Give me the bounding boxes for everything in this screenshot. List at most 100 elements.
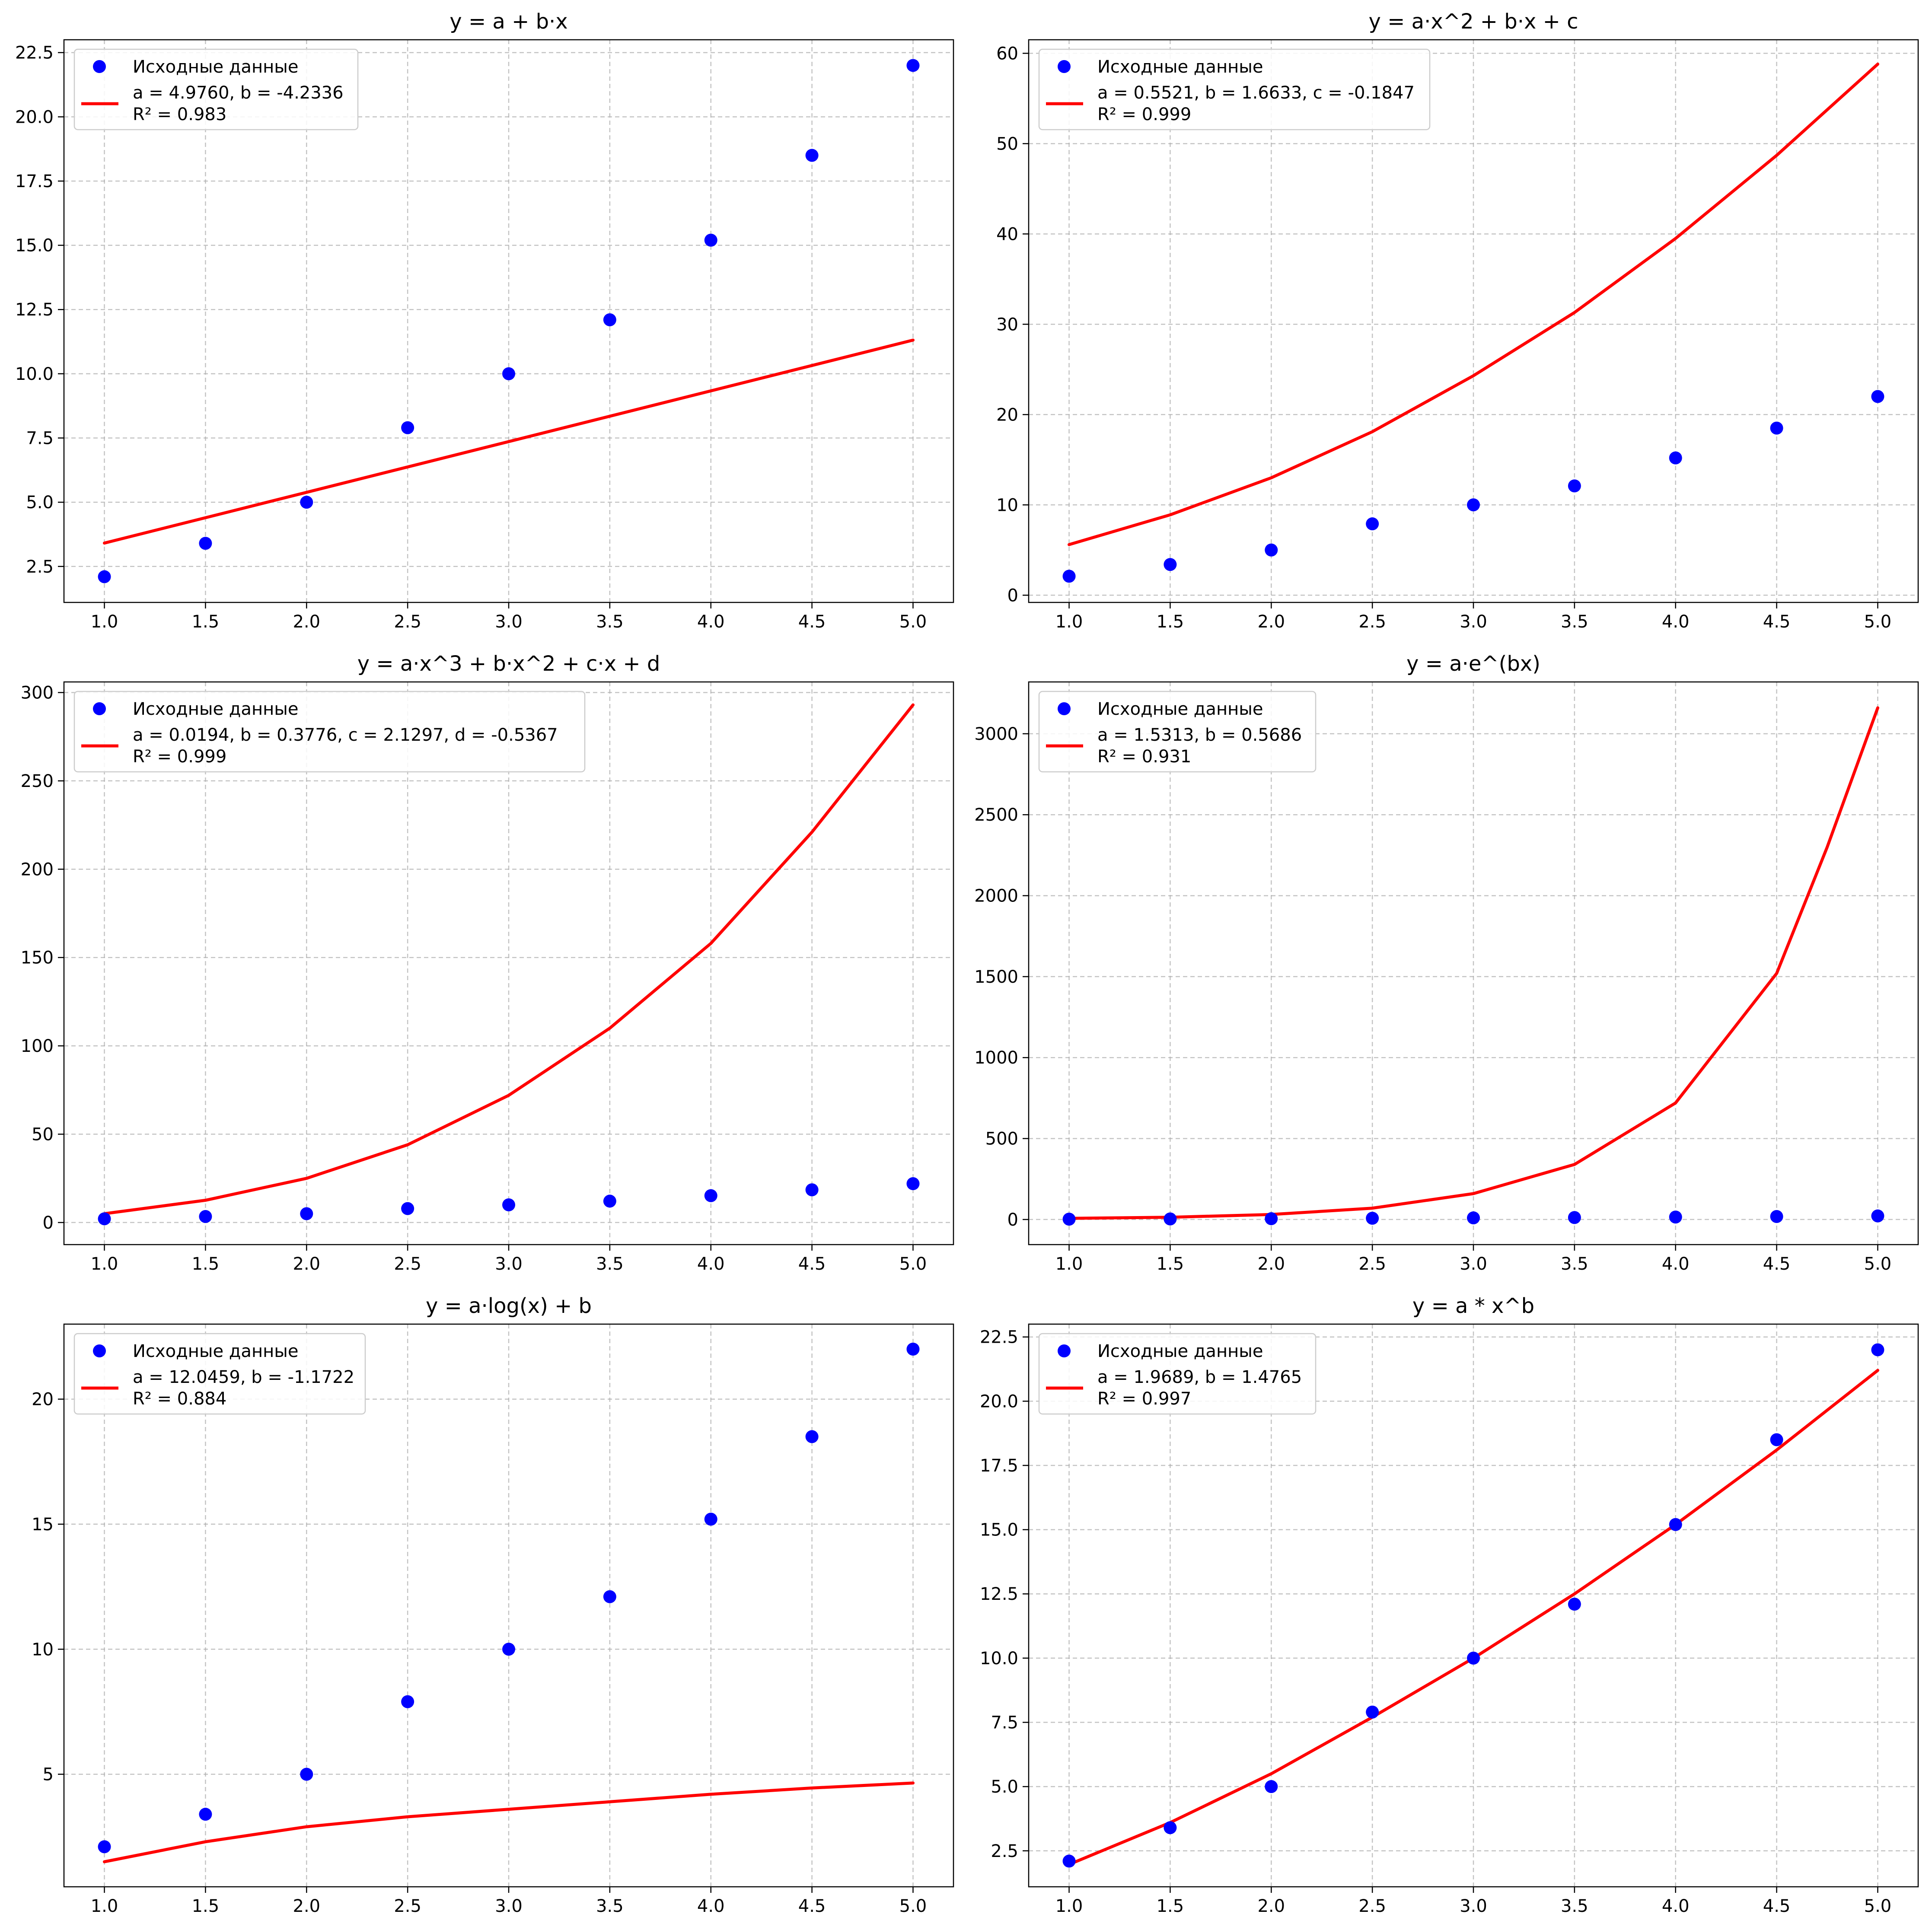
subplot-4: 1.0 1.5 2.0 2.5 3.0 3.5 4.0 4.5 5.0 0 500 1000 1500 2… bbox=[974, 652, 1919, 1274]
y-tick-label: 20.0 bbox=[15, 107, 54, 127]
x-tick-label: 1.0 bbox=[1055, 1254, 1083, 1274]
data-point bbox=[1467, 498, 1480, 512]
data-point bbox=[1366, 1705, 1379, 1719]
x-tick-label: 2.5 bbox=[1358, 1896, 1386, 1916]
chart-title: y = a·e^(bx) bbox=[1406, 652, 1540, 676]
x-tick-label: 3.0 bbox=[495, 1896, 523, 1916]
y-tick-label: 0 bbox=[1007, 586, 1018, 605]
y-tick-label: 7.5 bbox=[26, 429, 54, 449]
data-point bbox=[906, 59, 920, 72]
y-tick-label: 250 bbox=[21, 771, 54, 791]
y-tick-label: 20 bbox=[996, 405, 1018, 425]
legend: Исходные данные a = 0.0194, b = 0.3776, c… bbox=[73, 691, 586, 773]
legend: Исходные данные a = 4.9760, b = -4.2336 R²… bbox=[73, 48, 359, 131]
data-point bbox=[300, 1768, 313, 1781]
x-tick-label: 3.5 bbox=[1561, 1254, 1588, 1274]
x-tick-label: 4.0 bbox=[1662, 1254, 1690, 1274]
legend-label-r2: R² = 0.884 bbox=[133, 1389, 226, 1409]
data-point bbox=[199, 1808, 212, 1821]
x-tick-label: 4.5 bbox=[798, 1896, 826, 1916]
y-tick-label: 5.0 bbox=[26, 493, 54, 513]
legend-marker-points bbox=[1058, 702, 1071, 715]
legend-frame bbox=[1038, 1333, 1317, 1415]
data-point bbox=[98, 1840, 111, 1854]
data-point bbox=[1669, 1210, 1682, 1224]
data-point bbox=[1062, 570, 1076, 583]
data-point bbox=[1568, 479, 1581, 493]
legend-label-r2: R² = 0.999 bbox=[1097, 105, 1191, 124]
y-tick-label: 40 bbox=[996, 224, 1018, 244]
x-tick-label: 2.0 bbox=[293, 1896, 320, 1916]
x-tick-label: 2.0 bbox=[1257, 612, 1285, 632]
x-tick-label: 3.0 bbox=[1460, 1254, 1487, 1274]
subplot-6: 1.0 1.5 2.0 2.5 3.0 3.5 4.0 4.5 5.0 2.5 5.0 7.5 10.0… bbox=[980, 1294, 1919, 1916]
subplot-2: 1.0 1.5 2.0 2.5 3.0 3.5 4.0 4.5 5.0 0 10 20 30 40 50 60… bbox=[996, 10, 1919, 632]
subplot-5: 1.0 1.5 2.0 2.5 3.0 3.5 4.0 4.5 5.0 5 10 15 20 y = a·… bbox=[32, 1294, 954, 1916]
x-tick-label: 1.0 bbox=[91, 612, 118, 632]
data-point bbox=[199, 1210, 212, 1223]
x-tick-label: 4.0 bbox=[697, 612, 725, 632]
x-tick-label: 3.0 bbox=[495, 1254, 523, 1274]
x-tick-label: 4.5 bbox=[1763, 1254, 1791, 1274]
legend-label-fit-params: a = 0.5521, b = 1.6633, c = -0.1847 bbox=[1097, 83, 1415, 103]
data-point bbox=[502, 367, 515, 380]
legend-label-r2: R² = 0.983 bbox=[133, 105, 226, 124]
data-point bbox=[1164, 1212, 1177, 1226]
chart-title: y = a·x^3 + b·x^2 + c·x + d bbox=[357, 652, 660, 676]
x-tick-label: 3.5 bbox=[596, 612, 624, 632]
y-tick-label: 5 bbox=[43, 1765, 54, 1785]
x-tick-label: 1.0 bbox=[1055, 612, 1083, 632]
legend-marker-points bbox=[1058, 1344, 1071, 1357]
y-tick-label: 50 bbox=[996, 134, 1018, 154]
y-tick-label: 0 bbox=[1007, 1210, 1018, 1230]
data-point bbox=[1265, 543, 1278, 557]
data-point bbox=[401, 1695, 414, 1708]
x-tick-label: 1.5 bbox=[1157, 1896, 1184, 1916]
y-tick-label: 10.0 bbox=[980, 1649, 1018, 1669]
y-tick-label: 0 bbox=[43, 1213, 54, 1233]
legend-marker-points bbox=[1058, 60, 1071, 73]
x-tick-label: 2.5 bbox=[1358, 1254, 1386, 1274]
legend-marker-points bbox=[93, 60, 106, 73]
y-tick-label: 2.5 bbox=[991, 1841, 1018, 1861]
y-tick-label: 15.0 bbox=[980, 1520, 1018, 1540]
fit-curve bbox=[103, 703, 915, 1215]
x-tick-label: 1.5 bbox=[192, 1254, 220, 1274]
axes-frame bbox=[1028, 1323, 1919, 1888]
data-point bbox=[1770, 421, 1783, 435]
data-point bbox=[502, 1643, 515, 1656]
y-tick-label: 20 bbox=[32, 1390, 54, 1410]
x-tick-label: 2.5 bbox=[1358, 612, 1386, 632]
legend-label-data: Исходные данные bbox=[133, 57, 298, 77]
legend-frame bbox=[73, 691, 586, 773]
fit-curve bbox=[103, 1781, 915, 1863]
x-tick-label: 1.0 bbox=[1055, 1896, 1083, 1916]
y-tick-label: 1000 bbox=[974, 1048, 1018, 1068]
legend-label-data: Исходные данные bbox=[1097, 57, 1263, 77]
x-tick-label: 4.0 bbox=[697, 1896, 725, 1916]
legend-label-fit-params: a = 12.0459, b = -1.1722 bbox=[133, 1367, 354, 1387]
subplot-1: 1.0 1.5 2.0 2.5 3.0 3.5 4.0 4.5 5.0 2.5 5.0 7.5 10.0… bbox=[15, 10, 954, 632]
data-point bbox=[1265, 1780, 1278, 1793]
legend-label-fit-params: a = 1.5313, b = 0.5686 bbox=[1097, 725, 1302, 745]
x-tick-label: 4.0 bbox=[1662, 612, 1690, 632]
legend-label-fit-params: a = 4.9760, b = -4.2336 bbox=[133, 83, 344, 103]
x-tick-label: 5.0 bbox=[1864, 1896, 1892, 1916]
axes-frame bbox=[63, 681, 954, 1245]
legend-label-data: Исходные данные bbox=[133, 699, 298, 719]
legend-frame bbox=[1038, 691, 1317, 773]
legend: Исходные данные a = 12.0459, b = -1.1722R… bbox=[73, 1333, 366, 1415]
x-tick-label: 3.0 bbox=[1460, 1896, 1487, 1916]
data-point bbox=[1265, 1212, 1278, 1226]
data-point bbox=[401, 1202, 414, 1215]
y-tick-label: 15.0 bbox=[15, 236, 54, 256]
data-point bbox=[401, 421, 414, 434]
fit-curve bbox=[1068, 62, 1879, 546]
data-point bbox=[805, 1430, 819, 1443]
axes-frame bbox=[1028, 39, 1919, 603]
legend-label-r2: R² = 0.931 bbox=[1097, 747, 1191, 767]
data-point bbox=[98, 1212, 111, 1226]
x-tick-label: 2.0 bbox=[293, 612, 320, 632]
x-tick-label: 3.0 bbox=[1460, 612, 1487, 632]
y-tick-label: 300 bbox=[21, 683, 54, 703]
